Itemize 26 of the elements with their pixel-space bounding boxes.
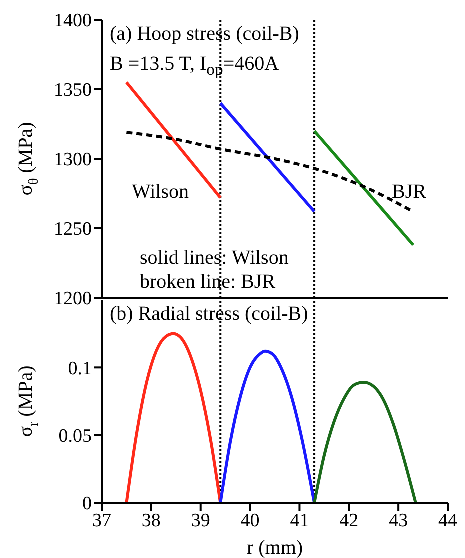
x-tick-label: 42 bbox=[340, 510, 359, 532]
y-tick-label: 1250 bbox=[54, 219, 92, 240]
annotation: (a) Hoop stress (coil-B) bbox=[110, 22, 300, 46]
annotation: Wilson bbox=[132, 180, 189, 204]
x-tick-label: 44 bbox=[438, 510, 458, 532]
y-tick-label: 0 bbox=[82, 494, 92, 515]
line-series bbox=[219, 350, 316, 503]
y-tick-label: 1400 bbox=[54, 10, 92, 32]
line-series bbox=[313, 381, 418, 503]
y-tick-label: 1200 bbox=[54, 288, 92, 310]
annotation: BJR bbox=[392, 180, 426, 204]
line-series bbox=[125, 332, 222, 503]
y-tick-label: 0.05 bbox=[58, 426, 92, 448]
x-axis-title: r (mm) bbox=[246, 537, 304, 558]
x-tick-label: 39 bbox=[191, 510, 210, 532]
x-tick-label: 40 bbox=[240, 510, 260, 532]
y-tick-label: 0.1 bbox=[68, 358, 92, 380]
annotation: broken line: BJR bbox=[140, 270, 276, 294]
annotation: solid lines: Wilson bbox=[140, 246, 289, 270]
x-tick-label: 43 bbox=[389, 510, 408, 532]
annotation: (b) Radial stress (coil-B) bbox=[110, 302, 308, 326]
x-tick-label: 41 bbox=[290, 510, 310, 532]
x-tick-label: 38 bbox=[142, 510, 161, 532]
x-tick-label: 37 bbox=[92, 510, 112, 532]
y-tick-label: 1300 bbox=[54, 150, 92, 171]
y-tick-label: 1350 bbox=[54, 80, 92, 102]
